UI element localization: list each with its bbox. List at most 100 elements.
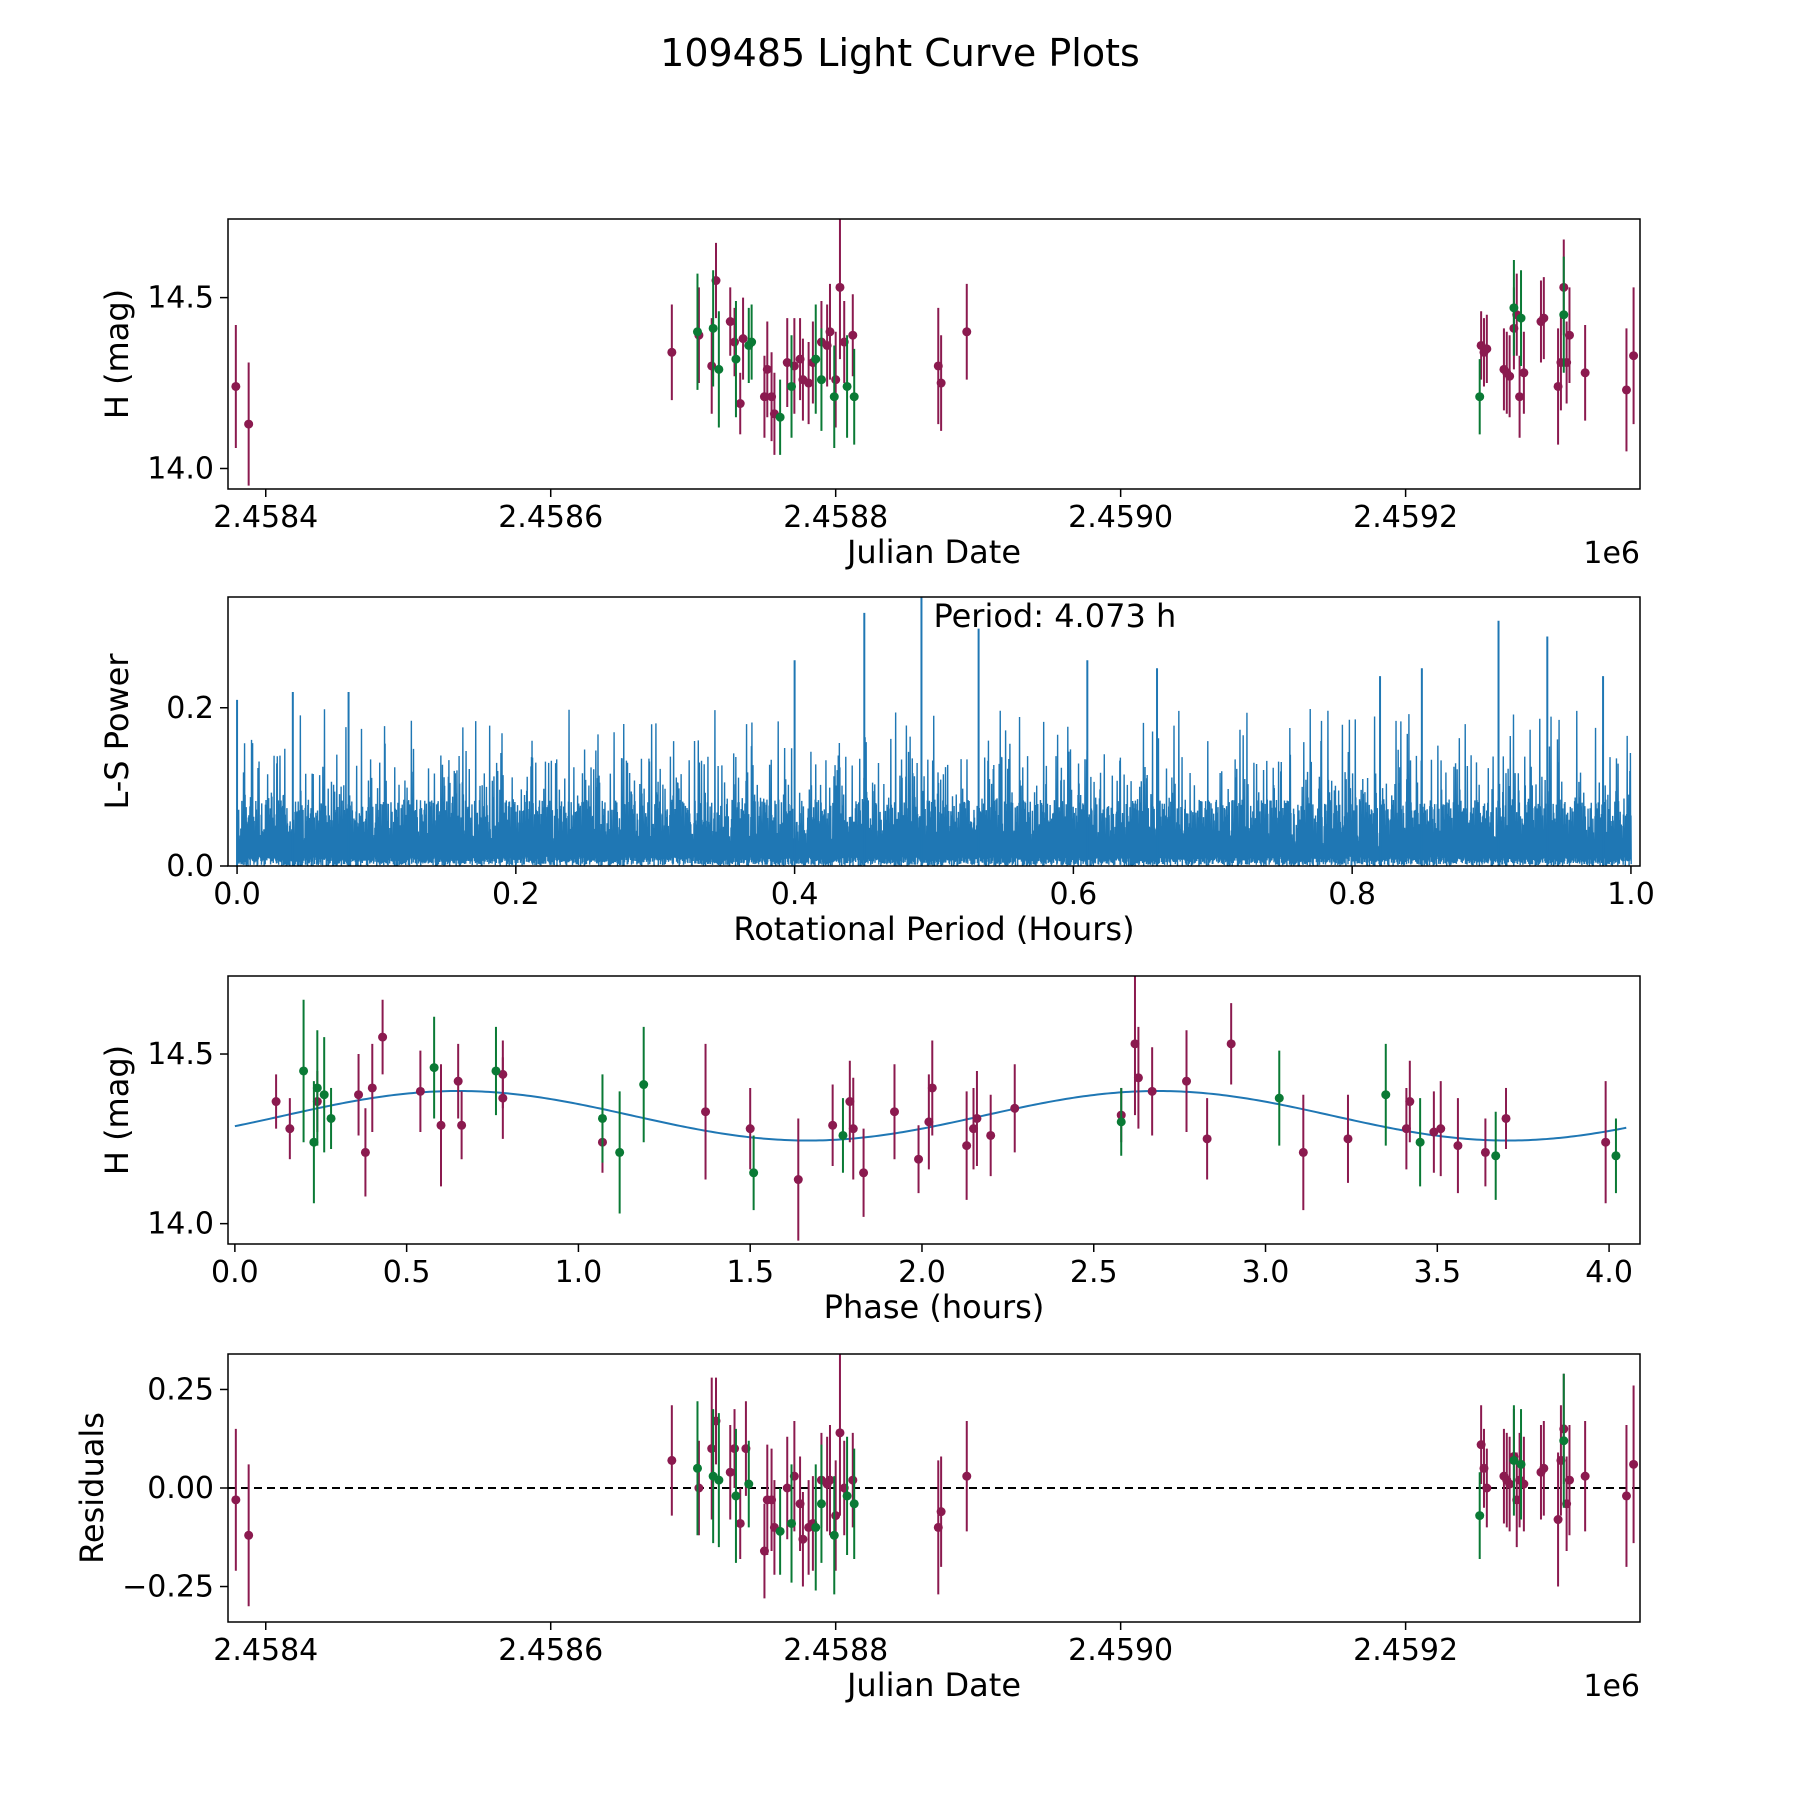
phase-point-green <box>749 1168 759 1178</box>
periodogram-xtick-label: 0.4 <box>771 877 819 912</box>
phase-point-red <box>845 1097 855 1107</box>
phase-point-red <box>745 1124 755 1134</box>
phase-point-red <box>354 1090 364 1100</box>
phase-xtick-label: 3.5 <box>1413 1255 1461 1290</box>
lightcurve-point-red <box>1515 392 1525 402</box>
phase-point-green <box>299 1066 309 1076</box>
phase-point-red <box>972 1113 982 1123</box>
residuals-point-red <box>707 1444 717 1454</box>
phase-xtick-label: 3.0 <box>1242 1255 1290 1290</box>
lightcurve-point-red <box>1519 368 1529 378</box>
lightcurve-xtick-label: 2.4590 <box>1068 500 1173 535</box>
phase-point-red <box>457 1120 467 1130</box>
lightcurve-point-red <box>244 419 254 429</box>
residuals-point-green <box>811 1522 821 1532</box>
phase-point-red <box>1298 1147 1308 1157</box>
phase-point-red <box>914 1154 924 1164</box>
phase-xtick-label: 1.0 <box>555 1255 603 1290</box>
lightcurve-point-red <box>831 375 841 385</box>
residuals-point-red <box>730 1444 740 1454</box>
lightcurve-point-green <box>747 337 757 347</box>
phase-point-red <box>924 1117 934 1127</box>
phase-xtick-label: 0.5 <box>383 1255 431 1290</box>
phase-xtick-label: 4.0 <box>1585 1255 1633 1290</box>
phase-point-red <box>415 1086 425 1096</box>
phase-point-red <box>793 1175 803 1185</box>
periodogram-xtick-label: 0.6 <box>1050 877 1098 912</box>
residuals-point-red <box>667 1455 677 1465</box>
phase-point-red <box>986 1130 996 1140</box>
phase-point-red <box>1147 1086 1157 1096</box>
phase-point-red <box>1226 1039 1236 1049</box>
lightcurve-xtick-label: 2.4586 <box>498 500 603 535</box>
residuals-point-red <box>798 1534 808 1544</box>
residuals-point-red <box>1553 1515 1563 1525</box>
residuals-point-green <box>744 1479 754 1489</box>
phase-frame <box>227 975 1641 1245</box>
residuals-point-green <box>714 1475 724 1485</box>
residuals-point-green <box>1559 1436 1569 1446</box>
residuals-point-green <box>1516 1459 1526 1469</box>
phase-point-red <box>1601 1137 1611 1147</box>
lightcurve-point-red <box>1564 330 1574 340</box>
phase-point-red <box>453 1076 463 1086</box>
residuals-point-red <box>1621 1491 1631 1501</box>
residuals-xtick-label: 2.4584 <box>213 1633 318 1668</box>
phase-point-green <box>615 1147 625 1157</box>
residuals-point-red <box>1539 1463 1549 1473</box>
lightcurve-point-red <box>825 327 835 337</box>
residuals-point-red <box>735 1518 745 1528</box>
lightcurve-point-green <box>1559 310 1569 320</box>
phase-point-red <box>1010 1103 1020 1113</box>
residuals-point-red <box>1580 1471 1590 1481</box>
phase-point-green <box>312 1083 322 1093</box>
residuals-ytick-label: −0.25 <box>122 1570 214 1605</box>
lightcurve-point-red <box>730 337 740 347</box>
phase-xlabel: Phase (hours) <box>824 1288 1045 1326</box>
residuals-point-green <box>787 1518 797 1528</box>
phase-point-green <box>597 1113 607 1123</box>
residuals-ytick-label: 0.00 <box>147 1471 214 1506</box>
lightcurve-panel: 2.4584 2.4586 2.4588 2.4590 2.4592 14.0 14.5 Ju… <box>98 218 1641 571</box>
phase-point-red <box>859 1168 869 1178</box>
figure-title: 109485 Light Curve Plots <box>660 31 1140 75</box>
lightcurve-point-red <box>835 282 845 292</box>
periodogram-plot-area <box>236 597 1632 866</box>
residuals-xtick-label: 2.4592 <box>1353 1633 1458 1668</box>
lightcurve-point-red <box>735 399 745 409</box>
lightcurve-frame <box>227 218 1641 490</box>
residuals-point-red <box>962 1471 972 1481</box>
phase-point-red <box>498 1093 508 1103</box>
phase-point-red <box>828 1120 838 1130</box>
lightcurve-point-red <box>1505 371 1515 381</box>
lightcurve-point-green <box>787 381 797 391</box>
periodogram-ytick-label: 0.0 <box>166 849 214 884</box>
lightcurve-ylabel: H (mag) <box>98 289 136 419</box>
lightcurve-point-green <box>849 392 859 402</box>
lightcurve-xtick-label: 2.4588 <box>783 500 888 535</box>
lightcurve-xlabel: Julian Date <box>845 533 1021 571</box>
lightcurve-offset-label: 1e6 <box>1583 536 1640 571</box>
residuals-point-green <box>849 1499 859 1509</box>
residuals-point-red <box>1505 1479 1515 1489</box>
lightcurve-point-green <box>842 381 852 391</box>
residuals-point-red <box>1564 1475 1574 1485</box>
phase-point-red <box>271 1097 281 1107</box>
phase-xtick-label: 0.0 <box>211 1255 259 1290</box>
residuals-point-green <box>1509 1455 1519 1465</box>
residuals-point-red <box>1482 1483 1492 1493</box>
residuals-point-red <box>244 1530 254 1540</box>
residuals-xtick-label: 2.4586 <box>498 1633 603 1668</box>
lightcurve-xtick-label: 2.4584 <box>213 500 318 535</box>
residuals-point-green <box>829 1530 839 1540</box>
phase-point-red <box>1405 1097 1415 1107</box>
residuals-ylabel: Residuals <box>73 1412 111 1564</box>
residuals-point-red <box>831 1511 841 1521</box>
residuals-point-green <box>1475 1511 1485 1521</box>
lightcurve-point-red <box>804 378 814 388</box>
panels: 2.4584 2.4586 2.4588 2.4590 2.4592 14.0 14.5 Ju… <box>73 218 1655 1704</box>
phase-plot-area <box>234 976 1627 1241</box>
phase-point-red <box>848 1124 858 1134</box>
phase-point-red <box>378 1032 388 1042</box>
